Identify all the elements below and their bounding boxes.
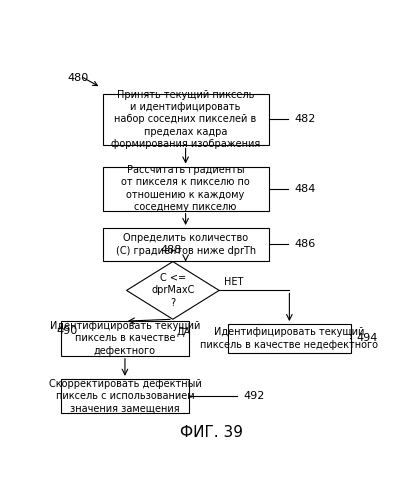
Bar [103, 228, 269, 260]
Text: Принять текущий пиксель
и идентифицировать
набор соседних пикселей в
пределах ка: Принять текущий пиксель и идентифицирова… [111, 90, 260, 149]
Text: 490: 490 [56, 326, 77, 336]
Text: Рассчитать градиенты
от пикселя к пикселю по
отношению к каждому
соседнему пиксе: Рассчитать градиенты от пикселя к пиксел… [121, 165, 250, 212]
Text: Идентифицировать текущий
пиксель в качестве недефектного: Идентифицировать текущий пиксель в качес… [200, 327, 378, 350]
Text: 494: 494 [356, 333, 378, 343]
Text: 480: 480 [68, 73, 89, 83]
Text: 486: 486 [294, 240, 316, 250]
Bar [61, 379, 189, 413]
Text: 484: 484 [294, 184, 316, 194]
Bar [103, 93, 269, 145]
Text: ДА: ДА [176, 327, 190, 337]
Text: 482: 482 [294, 114, 316, 124]
Text: C <=
dprMaxC
?: C <= dprMaxC ? [151, 273, 194, 308]
Bar [228, 324, 351, 353]
Bar [61, 321, 189, 356]
Text: 488: 488 [160, 245, 181, 255]
Text: Идентифицировать текущий
пиксель в качестве
дефектного: Идентифицировать текущий пиксель в качес… [50, 321, 200, 356]
Text: Скорректировать дефектный
пиксель с использованием
значения замещения: Скорректировать дефектный пиксель с испо… [49, 379, 201, 414]
Polygon shape [126, 261, 219, 319]
Bar [103, 167, 269, 211]
Text: 492: 492 [243, 391, 265, 401]
Text: ФИГ. 39: ФИГ. 39 [180, 425, 243, 440]
Text: НЕТ: НЕТ [224, 276, 243, 286]
Text: Определить количество
(С) градиентов ниже dprTh: Определить количество (С) градиентов ниж… [115, 233, 256, 255]
